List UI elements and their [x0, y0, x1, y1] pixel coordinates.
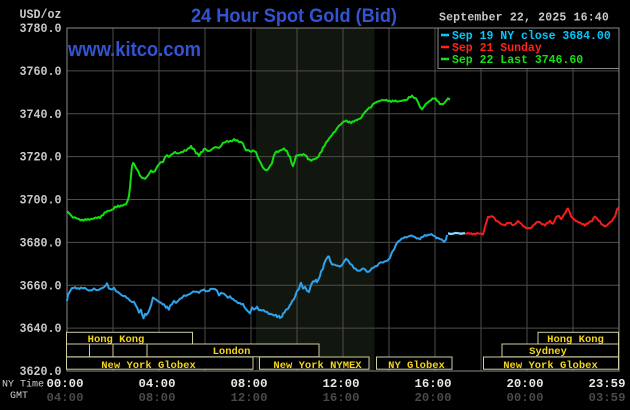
svg-text:12:00: 12:00 — [231, 391, 268, 405]
svg-text:20:00: 20:00 — [507, 377, 544, 391]
svg-text:NY Time: NY Time — [2, 379, 44, 391]
svg-text:New York Globex: New York Globex — [503, 360, 598, 372]
svg-text:Sep 21 Sunday: Sep 21 Sunday — [452, 42, 542, 55]
svg-text:Sydney: Sydney — [529, 346, 568, 358]
svg-text:Sep 19 NY close 3684.00: Sep 19 NY close 3684.00 — [452, 30, 611, 43]
svg-text:20:00: 20:00 — [415, 391, 452, 405]
svg-text:September 22, 2025 16:40: September 22, 2025 16:40 — [439, 12, 609, 25]
svg-text:3640.0: 3640.0 — [20, 321, 62, 336]
svg-text:3700.0: 3700.0 — [20, 193, 62, 208]
svg-text:16:00: 16:00 — [323, 391, 360, 405]
svg-text:24 Hour Spot Gold (Bid): 24 Hour Spot Gold (Bid) — [191, 6, 397, 27]
svg-text:12:00: 12:00 — [323, 377, 360, 391]
svg-text:New York NYMEX: New York NYMEX — [273, 360, 362, 372]
svg-text:3760.0: 3760.0 — [20, 64, 62, 79]
svg-text:3780.0: 3780.0 — [20, 21, 62, 36]
svg-text:GMT: GMT — [10, 391, 28, 402]
svg-text:NY Globex: NY Globex — [388, 360, 445, 372]
svg-text:08:00: 08:00 — [231, 377, 268, 391]
svg-text:3740.0: 3740.0 — [20, 107, 62, 122]
svg-text:03:59: 03:59 — [589, 391, 626, 405]
svg-text:16:00: 16:00 — [415, 377, 452, 391]
svg-text:3660.0: 3660.0 — [20, 278, 62, 293]
svg-text:3720.0: 3720.0 — [20, 150, 62, 165]
svg-text:00:00: 00:00 — [47, 377, 84, 391]
svg-text:New York Globex: New York Globex — [101, 360, 196, 372]
svg-text:08:00: 08:00 — [139, 391, 176, 405]
svg-text:04:00: 04:00 — [47, 391, 84, 405]
svg-text:Sep 22 Last 3746.60: Sep 22 Last 3746.60 — [452, 54, 583, 67]
svg-text:00:00: 00:00 — [507, 391, 544, 405]
svg-text:3680.0: 3680.0 — [20, 235, 62, 250]
svg-text:www.kitco.com: www.kitco.com — [67, 39, 201, 61]
svg-text:3620.0: 3620.0 — [20, 364, 62, 379]
svg-text:Hong Kong: Hong Kong — [547, 334, 604, 346]
svg-text:23:59: 23:59 — [589, 377, 626, 391]
svg-text:London: London — [213, 346, 251, 358]
svg-text:USD/oz: USD/oz — [20, 7, 62, 22]
svg-text:04:00: 04:00 — [139, 377, 176, 391]
svg-text:Hong Kong: Hong Kong — [88, 334, 145, 346]
